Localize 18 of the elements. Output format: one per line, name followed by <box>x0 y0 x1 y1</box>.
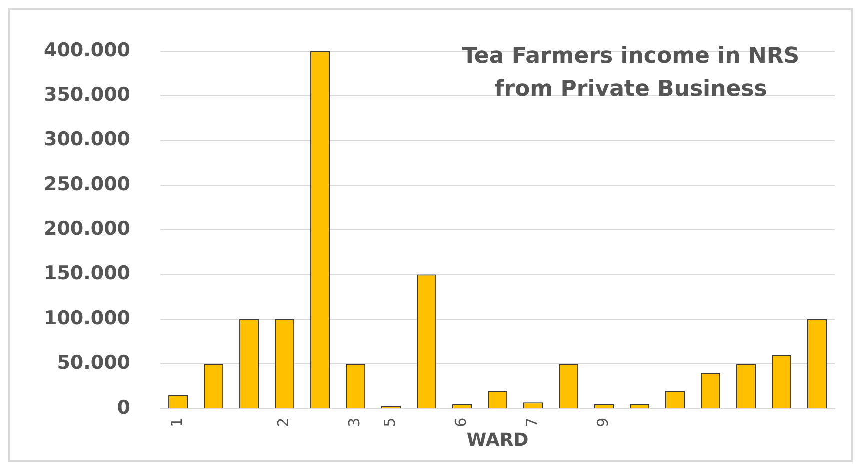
x-tick-label: 3 <box>346 418 364 428</box>
chart-title: Tea Farmers income in NRS from Private Business <box>461 43 801 104</box>
x-tick-label: 9 <box>594 418 612 428</box>
x-axis-title: WARD <box>466 430 529 451</box>
y-tick-label: 200.000 <box>44 218 131 240</box>
x-tick-label: 6 <box>452 418 470 428</box>
y-tick-label: 250.000 <box>44 173 131 196</box>
y-tick-label: 150.000 <box>44 262 131 285</box>
x-tick-label: 5 <box>381 418 400 428</box>
x-tick-label: 1 <box>168 418 186 428</box>
x-tick-label: 2 <box>274 418 293 428</box>
y-tick-label: 50.000 <box>57 352 131 374</box>
x-tick-label: 7 <box>523 418 542 428</box>
y-tick-label: 300.000 <box>44 128 131 151</box>
y-tick-label: 400.000 <box>44 39 131 62</box>
y-tick-label: 100.000 <box>44 307 131 330</box>
y-tick-label: 0 <box>117 396 131 419</box>
y-tick-label: 350.000 <box>44 84 131 106</box>
